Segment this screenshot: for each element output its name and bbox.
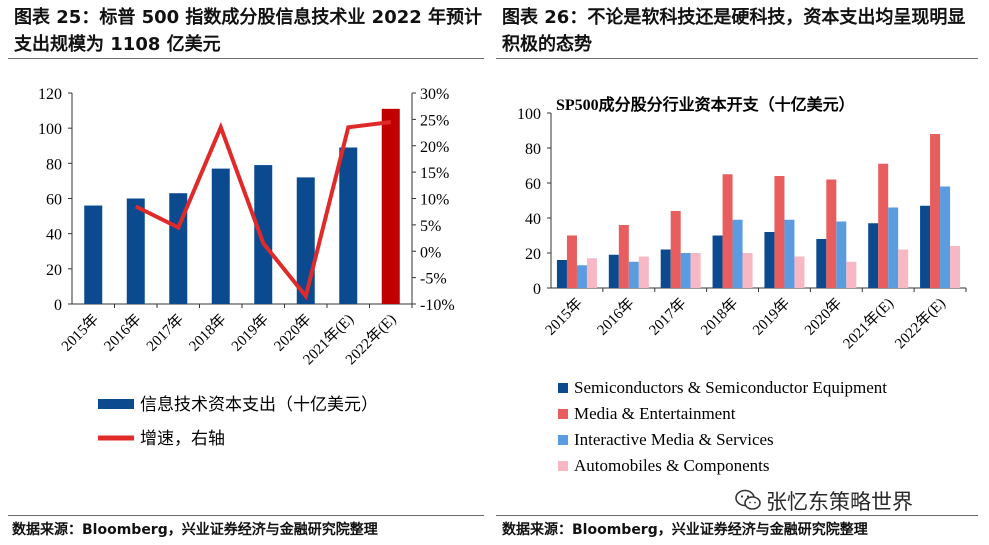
y-tick-label: 80 xyxy=(525,141,541,158)
left-y-tick-label: 80 xyxy=(46,156,62,173)
x-tick-label: 2019年 xyxy=(228,311,272,355)
bar-it-capex xyxy=(254,165,273,304)
x-tick-label: 2015年 xyxy=(542,295,586,339)
bar-interactive-media-services xyxy=(576,265,587,288)
x-tick-label: 2016年 xyxy=(101,311,145,355)
right-y-tick-label: 20% xyxy=(420,139,449,156)
left-y-tick-label: 60 xyxy=(46,192,62,209)
legend-label: Automobiles & Components xyxy=(574,456,770,475)
x-tick-label: 2017年 xyxy=(646,295,690,339)
bar-automobiles-components xyxy=(586,258,597,288)
left-y-tick-label: 100 xyxy=(38,121,62,138)
bar-interactive-media-services xyxy=(888,207,899,288)
legend-label-bar: 信息技术资本支出（十亿美元） xyxy=(140,395,378,414)
bar-semiconductors-semiconductor-equipment xyxy=(556,260,567,288)
bar-automobiles-components xyxy=(794,256,805,288)
bar-media-entertainment xyxy=(826,179,837,288)
left-source-note: 数据来源：Bloomberg，兴业证券经济与金融研究院整理 xyxy=(12,522,378,538)
bar-media-entertainment xyxy=(618,225,629,288)
y-tick-label: 100 xyxy=(517,106,541,123)
bar-automobiles-components xyxy=(638,256,649,288)
bar-semiconductors-semiconductor-equipment xyxy=(868,223,879,288)
right-y-tick-label: 10% xyxy=(420,192,449,209)
left-y-tick-label: 20 xyxy=(46,262,62,279)
y-tick-label: 60 xyxy=(525,176,541,193)
watermark-text: 张忆东策略世界 xyxy=(766,490,913,514)
x-tick-label: 2018年 xyxy=(186,311,230,355)
bar-interactive-media-services xyxy=(628,261,639,288)
bar-it-capex xyxy=(339,147,358,304)
bar-semiconductors-semiconductor-equipment xyxy=(712,235,723,288)
bar-automobiles-components xyxy=(690,253,701,288)
figure-26-title: 图表 26：不论是软科技还是硬科技，资本支出均呈现明显积极的态势 xyxy=(502,7,966,55)
x-tick-label: 2017年 xyxy=(143,311,187,355)
right-y-tick-label: 15% xyxy=(420,165,449,182)
legend-label: Semiconductors & Semiconductor Equipment xyxy=(574,378,887,397)
x-tick-label: 2019年 xyxy=(749,295,793,339)
x-tick-label: 2020年 xyxy=(801,295,845,339)
legend-swatch-bar xyxy=(98,399,134,409)
bar-interactive-media-services xyxy=(732,219,743,288)
x-tick-label: 2015年 xyxy=(58,311,102,355)
x-tick-label: 2018年 xyxy=(698,295,742,339)
bar-interactive-media-services xyxy=(680,253,691,288)
x-tick-label: 2021年(E) xyxy=(840,295,897,352)
bar-semiconductors-semiconductor-equipment xyxy=(608,254,619,288)
y-tick-label: 40 xyxy=(525,211,541,228)
line-growth-rate xyxy=(134,120,392,301)
right-top-rule xyxy=(496,58,978,59)
legend-swatch xyxy=(558,461,568,471)
bar-semiconductors-semiconductor-equipment xyxy=(764,232,775,288)
bar-media-entertainment xyxy=(878,163,889,288)
y-tick-label: 20 xyxy=(525,246,541,263)
right-y-tick-label: 30% xyxy=(420,86,449,103)
bar-semiconductors-semiconductor-equipment xyxy=(816,239,827,288)
bar-semiconductors-semiconductor-equipment xyxy=(920,205,931,288)
bar-media-entertainment xyxy=(670,211,681,288)
bar-media-entertainment xyxy=(930,134,941,288)
bar-automobiles-components xyxy=(950,246,961,288)
bar-it-capex xyxy=(211,168,230,304)
x-tick-label: 2022年(E) xyxy=(892,295,949,352)
bar-automobiles-components xyxy=(742,253,753,288)
bar-it-capex xyxy=(296,177,315,304)
left-y-tick-label: 0 xyxy=(54,297,62,314)
figure-25-title: 图表 25：标普 500 指数成分股信息技术业 2022 年预计支出规模为 11… xyxy=(14,7,483,55)
bar-semiconductors-semiconductor-equipment xyxy=(660,249,671,288)
bar-it-capex xyxy=(126,198,145,304)
right-y-tick-label: -5% xyxy=(420,271,447,288)
bar-media-entertainment xyxy=(566,235,577,288)
bar-automobiles-components xyxy=(846,261,857,288)
left-top-rule xyxy=(8,58,484,59)
right-y-tick-label: -10% xyxy=(420,297,455,314)
x-tick-label: 2016年 xyxy=(594,295,638,339)
legend-label: Media & Entertainment xyxy=(574,404,736,423)
left-y-tick-label: 40 xyxy=(46,227,62,244)
right-y-tick-label: 5% xyxy=(420,218,441,235)
y-tick-label: 0 xyxy=(533,281,541,298)
bar-it-capex xyxy=(84,205,103,304)
right-bottom-rule xyxy=(496,515,978,516)
wechat-icon xyxy=(735,489,761,510)
bar-media-entertainment xyxy=(722,174,733,288)
chart-it-capex: 0 20 40 60 80 100 120 -10% -5% 0% 5% 10% 15% 20% 25% 30… xyxy=(38,86,455,448)
legend-swatch xyxy=(558,409,568,419)
legend-swatch xyxy=(558,435,568,445)
left-y-tick-label: 120 xyxy=(38,86,62,103)
bar-interactive-media-services xyxy=(784,219,795,288)
bar-interactive-media-services xyxy=(940,186,951,288)
bar-interactive-media-services xyxy=(836,221,847,288)
left-bottom-rule xyxy=(8,515,484,516)
right-y-tick-label: 0% xyxy=(420,244,441,261)
bar-it-capex xyxy=(381,108,400,304)
chart-title: SP500成分股分行业资本开支（十亿美元） xyxy=(556,95,855,114)
bar-automobiles-components xyxy=(898,249,909,288)
legend-label: Interactive Media & Services xyxy=(574,430,774,449)
right-source-note: 数据来源：Bloomberg，兴业证券经济与金融研究院整理 xyxy=(502,522,868,538)
legend-label-line: 增速，右轴 xyxy=(140,429,225,448)
bar-media-entertainment xyxy=(774,176,785,288)
right-y-tick-label: 25% xyxy=(420,112,449,129)
legend-swatch xyxy=(558,383,568,393)
